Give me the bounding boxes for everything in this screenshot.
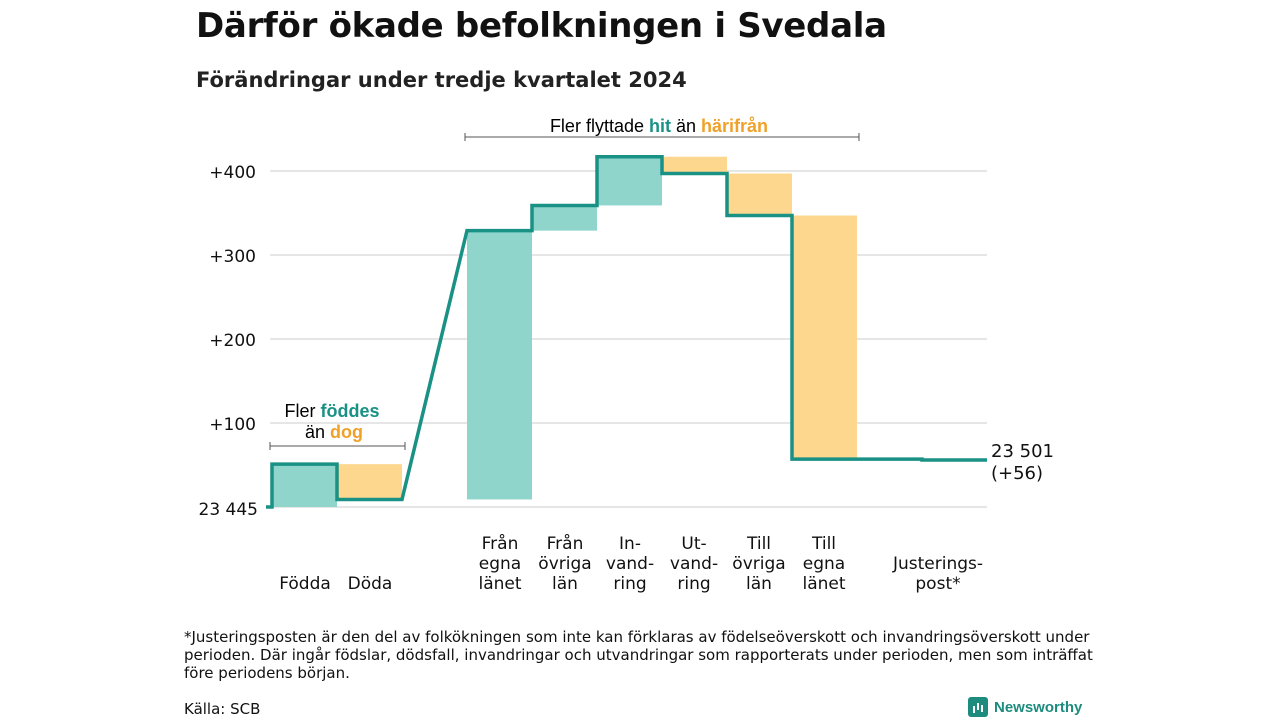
- waterfall-bar: [337, 464, 402, 500]
- brand-name: Newsworthy: [994, 698, 1083, 716]
- source-label: Källa: SCB: [184, 700, 261, 718]
- moves-highlight-out: härifrån: [701, 116, 768, 136]
- category-label: Justerings-post*: [892, 554, 983, 594]
- waterfall-bar: [467, 230, 532, 500]
- waterfall-bar: [662, 156, 727, 174]
- bars: [272, 156, 857, 507]
- category-label: Från övriga län: [538, 533, 591, 594]
- births-highlight: föddes: [320, 401, 379, 421]
- category-label: Från egna länet: [478, 533, 521, 594]
- y-tick-label: +200: [209, 331, 256, 351]
- waterfall-bar: [272, 464, 337, 507]
- waterfall-bar: [597, 156, 662, 206]
- moves-annotation: Fler flyttade hit än härifrån: [464, 116, 860, 141]
- footnote: *Justeringsposten är den del av folkökni…: [184, 628, 1093, 682]
- grid-lines: [270, 170, 987, 508]
- labels: +100 +200 +300 +400 23 445 Födda Döda Från egna l…: [199, 163, 1054, 594]
- category-label: Födda: [279, 574, 331, 594]
- moves-annotation-text: Fler flyttade hit än härifrån: [550, 116, 768, 136]
- births-annotation-line1: Fler föddes: [284, 401, 379, 421]
- cumulative-line: [266, 154, 987, 509]
- y-tick-label: +300: [209, 247, 256, 267]
- end-value-label: 23 501: [991, 441, 1054, 462]
- end-change-label: (+56): [991, 463, 1043, 484]
- category-label: Till övriga län: [732, 534, 785, 594]
- waterfall-bar: [792, 215, 857, 460]
- category-label: In-vand-ring: [606, 534, 654, 594]
- chart-bars-icon: [968, 697, 988, 717]
- waterfall-bar: [532, 205, 597, 231]
- step-line: [266, 154, 987, 509]
- waterfall-chart: +100 +200 +300 +400 23 445 Födda Döda Från egna l…: [199, 116, 1054, 594]
- chart-title: Därför ökade befolkningen i Svedala: [196, 6, 887, 46]
- y-tick-label: +400: [209, 163, 256, 183]
- base-value-label: 23 445: [199, 500, 258, 520]
- category-label: Till egna länet: [802, 534, 845, 594]
- deaths-highlight: dog: [330, 422, 363, 442]
- waterfall-bar: [727, 173, 792, 216]
- y-tick-label: +100: [209, 415, 256, 435]
- brand-logo: Newsworthy: [968, 697, 1082, 717]
- births-annotation-line2: än dog: [305, 422, 363, 442]
- category-label: Döda: [348, 574, 393, 594]
- category-label: Ut-vand-ring: [670, 534, 718, 594]
- moves-highlight-in: hit: [649, 116, 671, 136]
- chart-subtitle: Förändringar under tredje kvartalet 2024: [196, 68, 687, 92]
- births-annotation: Fler föddes än dog: [269, 401, 406, 450]
